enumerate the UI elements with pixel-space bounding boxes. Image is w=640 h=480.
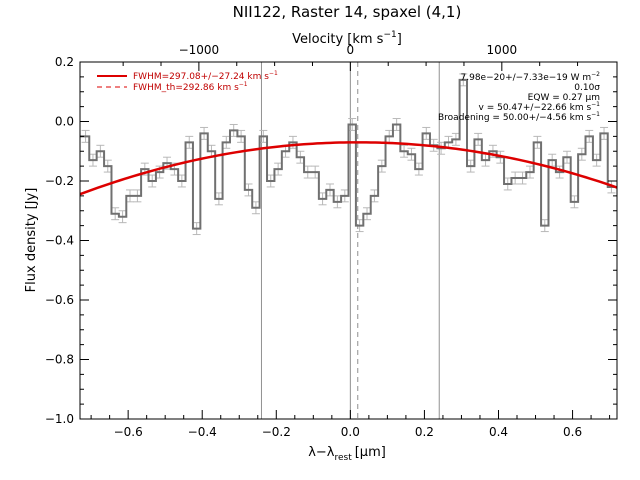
annotation-4: Broadening = 50.00+/−4.56 km s−1 [438, 111, 600, 123]
top-axis-label: Velocity [km s−1] [292, 30, 402, 47]
x-axis-label: λ−λrest [μm] [308, 445, 386, 463]
annotation-text: EQW = 0.27 μm [528, 93, 600, 103]
spectrum-step-line [80, 78, 617, 230]
annotation-0: 7.98e−20+/−7.33e−19 W m−2 [461, 71, 601, 83]
chart-title: NII122, Raster 14, spaxel (4,1) [233, 3, 462, 21]
y-tick-label: −0.4 [45, 234, 74, 248]
x-tick-label: −0.6 [114, 425, 143, 439]
fit-curve-group [79, 141, 618, 196]
reference-lines [260, 62, 440, 419]
top-tick-label: 0 [347, 43, 355, 57]
x-axis-label-unit: [μm] [355, 445, 386, 460]
annotation-1: 0.10σ [574, 83, 600, 93]
y-tick-label: 0.2 [55, 55, 74, 69]
annotation-sup: −1 [591, 101, 600, 108]
annotation-text: 0.10σ [574, 83, 600, 93]
top-tick-label: −1000 [179, 43, 220, 57]
legend-label-text: FWHM=297.08+/−27.24 km s [133, 72, 269, 82]
top-axis-label-end: ] [397, 32, 402, 47]
x-tick-label: −0.4 [188, 425, 217, 439]
legend: FWHM=297.08+/−27.24 km s−1FWHM_th=292.86… [97, 70, 278, 93]
x-tick-label: 0.2 [415, 425, 434, 439]
x-axis-label-main: λ−λ [308, 445, 335, 460]
annotation-text: v = 50.47+/−22.66 km s [479, 103, 592, 113]
x-tick-label: 0.0 [341, 425, 360, 439]
legend-label-1: FWHM_th=292.86 km s−1 [133, 81, 248, 93]
x-axis-label-sub: rest [334, 453, 352, 463]
y-tick-label: −1.0 [45, 412, 74, 426]
spectrum-steps [80, 78, 617, 230]
x-tick-label: 0.4 [489, 425, 508, 439]
legend-label-sup: −1 [239, 81, 248, 88]
annotation-sup: −2 [591, 71, 600, 78]
x-tick-label: 0.6 [563, 425, 582, 439]
y-tick-label: −0.2 [45, 174, 74, 188]
plot-axes: −0.6 −0.4 −0.2 0.0 0.2 0.4 0.6 −1.0 −0.8 −0.6 −0.4… [45, 43, 618, 439]
y-tick-label: −0.8 [45, 353, 74, 367]
y-tick-label: 0.0 [55, 115, 74, 129]
top-axis-label-main: Velocity [km s [292, 32, 384, 47]
top-tick-label: 1000 [487, 43, 518, 57]
annotation-sup: −1 [591, 111, 600, 118]
y-tick-label: −0.6 [45, 293, 74, 307]
legend-label-0: FWHM=297.08+/−27.24 km s−1 [133, 70, 278, 82]
annotation-text: 7.98e−20+/−7.33e−19 W m [461, 73, 592, 83]
legend-label-text: FWHM_th=292.86 km s [133, 83, 239, 93]
annotation-3: v = 50.47+/−22.66 km s−1 [479, 101, 601, 113]
y-axis-label: Flux density [Jy] [24, 188, 39, 293]
x-tick-label: −0.2 [262, 425, 291, 439]
top-axis-label-sup: −1 [383, 30, 396, 40]
annotation-2: EQW = 0.27 μm [528, 93, 600, 103]
fit-curve [79, 141, 618, 196]
annotation-text: Broadening = 50.00+/−4.56 km s [438, 113, 591, 123]
legend-label-sup: −1 [269, 70, 278, 77]
